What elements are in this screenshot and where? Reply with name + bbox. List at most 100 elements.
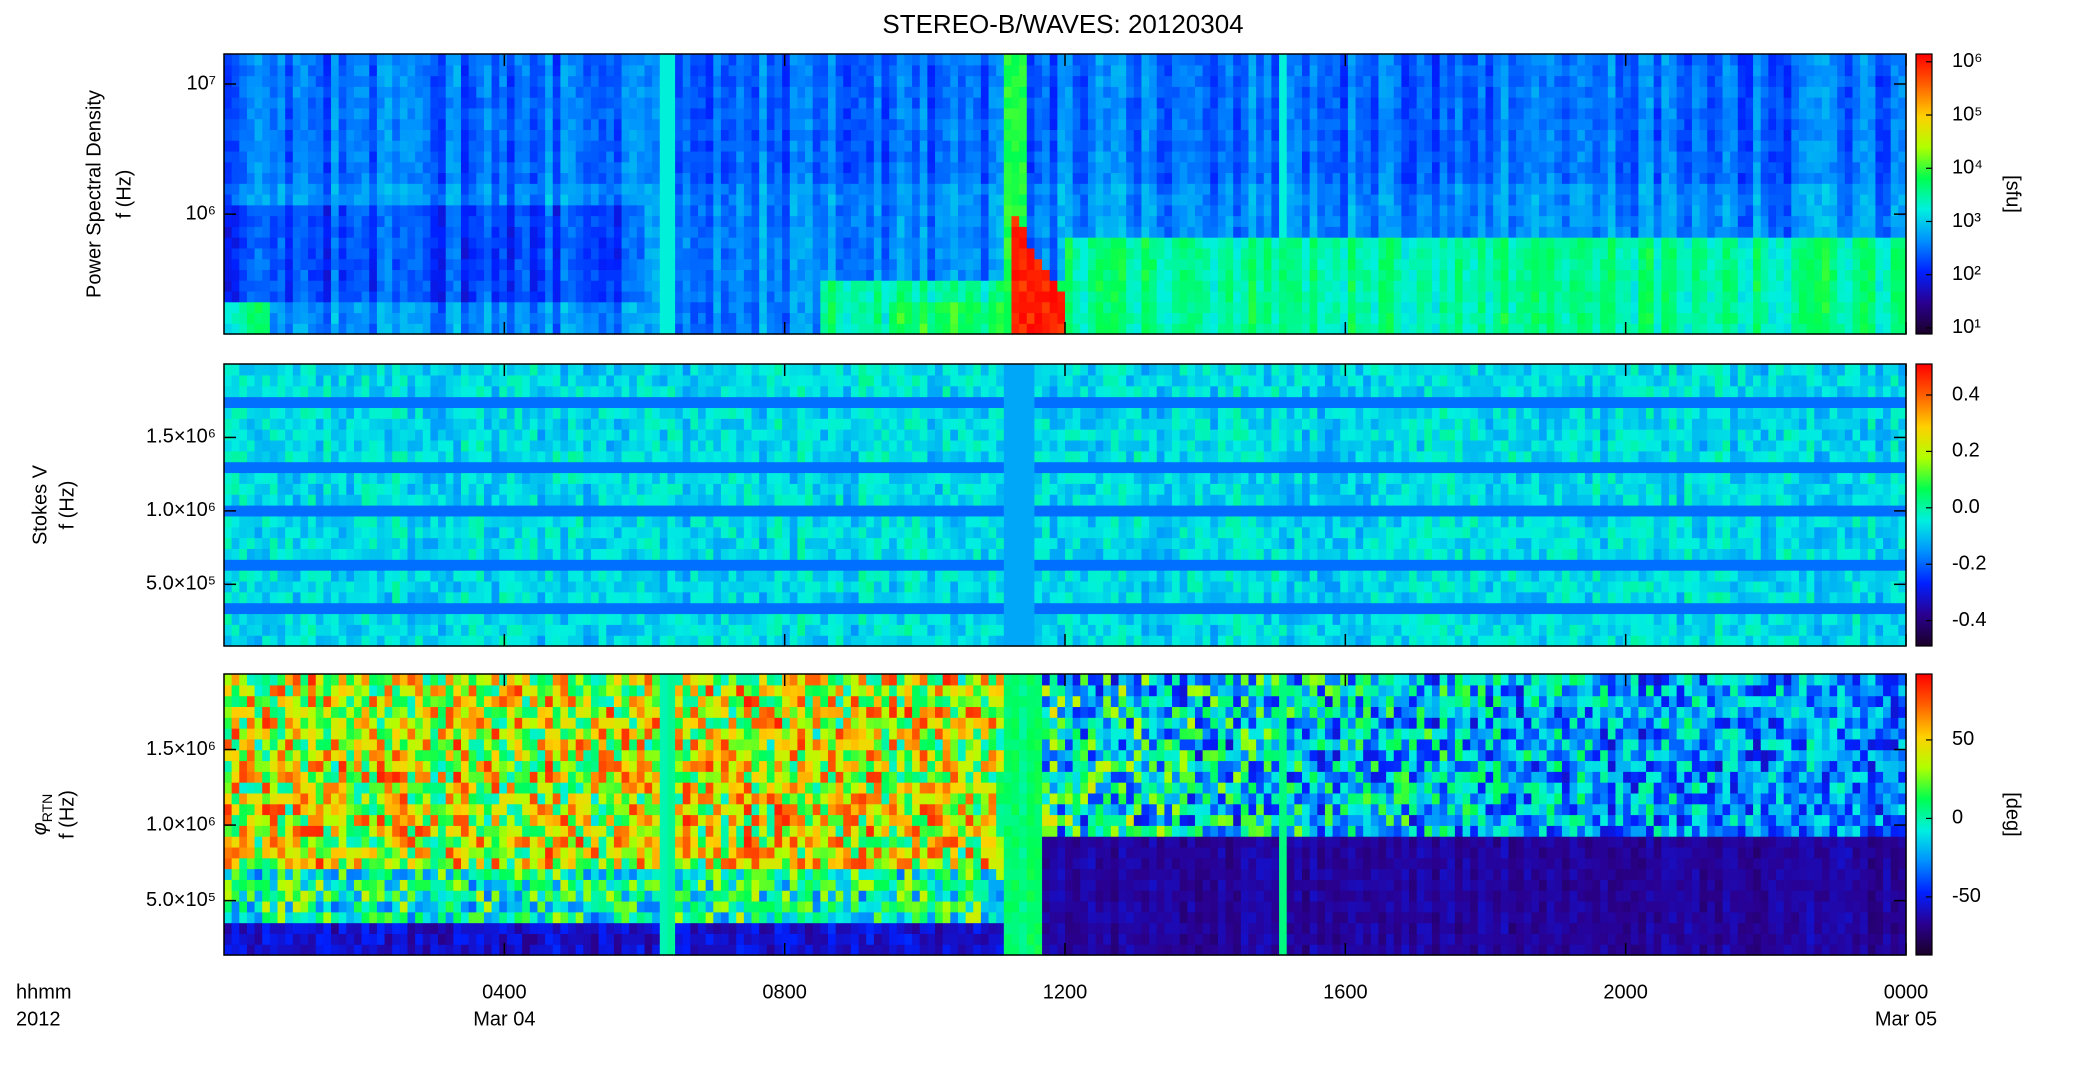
spectrogram-cell bbox=[369, 290, 378, 303]
spectrogram-cell bbox=[415, 301, 424, 314]
spectrogram-cell bbox=[1401, 86, 1410, 98]
spectrogram-cell bbox=[338, 86, 347, 98]
spectrogram-cell bbox=[1133, 150, 1143, 163]
spectrogram-cell bbox=[1003, 215, 1013, 227]
spectrogram-cell bbox=[308, 290, 317, 303]
spectrogram-cell bbox=[529, 280, 539, 292]
spectrogram-cell bbox=[453, 280, 462, 292]
spectrogram-cell bbox=[713, 312, 722, 324]
spectrogram-cell bbox=[797, 86, 806, 98]
spectrogram-cell bbox=[590, 118, 600, 130]
spectrogram-cell bbox=[438, 183, 447, 195]
spectrogram-cell bbox=[820, 172, 829, 184]
spectrogram-cell bbox=[1439, 194, 1448, 206]
spectrogram-cell bbox=[285, 140, 294, 152]
spectrogram-cell bbox=[1416, 247, 1425, 260]
spectrogram-cell bbox=[568, 97, 577, 109]
spectrogram-cell bbox=[690, 86, 699, 98]
spectrogram-cell bbox=[1133, 161, 1143, 174]
spectrogram-cell bbox=[285, 97, 294, 109]
spectrogram-cell bbox=[1676, 280, 1685, 292]
spectrogram-cell bbox=[514, 312, 523, 324]
spectrogram-cell bbox=[1393, 54, 1402, 66]
spectrogram-cell bbox=[1256, 64, 1265, 77]
spectrogram-cell bbox=[973, 269, 982, 281]
spectrogram-cell bbox=[1516, 215, 1525, 227]
spectrogram-cell bbox=[751, 312, 760, 324]
spectrogram-cell bbox=[338, 118, 347, 130]
spectrogram-cell bbox=[942, 183, 951, 195]
spectrogram-cell bbox=[445, 183, 454, 195]
spectrogram-cell bbox=[1607, 183, 1617, 195]
spectrogram-cell bbox=[1179, 140, 1188, 152]
spectrogram-cell bbox=[415, 183, 424, 195]
spectrogram-cell bbox=[896, 75, 906, 87]
spectrogram-cell bbox=[789, 54, 799, 66]
spectrogram-cell bbox=[1026, 161, 1036, 174]
spectrogram-cell bbox=[315, 172, 324, 184]
spectrogram-cell bbox=[1317, 54, 1326, 66]
spectrogram-cell bbox=[950, 161, 959, 174]
spectrogram-cell bbox=[766, 75, 776, 87]
spectrogram-cell bbox=[1210, 140, 1219, 152]
spectrogram-cell bbox=[606, 118, 615, 130]
spectrogram-cell bbox=[453, 107, 462, 120]
spectrogram-cell bbox=[514, 161, 523, 174]
spectrogram-cell bbox=[491, 150, 500, 163]
spectrogram-cell bbox=[1386, 269, 1395, 281]
spectrogram-cell bbox=[1470, 54, 1479, 66]
spectrogram-cell bbox=[315, 226, 324, 238]
spectrogram-cell bbox=[1126, 280, 1135, 292]
spectrogram-cell bbox=[606, 97, 615, 109]
spectrogram-cell bbox=[369, 107, 378, 120]
spectrogram-cell bbox=[919, 237, 928, 249]
spectrogram-cell bbox=[590, 129, 600, 141]
spectrogram-cell bbox=[1462, 312, 1471, 324]
spectrogram-cell bbox=[1057, 204, 1066, 217]
spectrogram-cell bbox=[514, 150, 523, 163]
spectrogram-cell bbox=[246, 54, 256, 66]
spectrogram-cell bbox=[950, 183, 959, 195]
spectrogram-cell bbox=[323, 194, 332, 206]
spectrogram-cell bbox=[1126, 64, 1135, 77]
spectrogram-cell bbox=[927, 194, 936, 206]
spectrogram-cell bbox=[889, 129, 898, 141]
spectrogram-cell bbox=[927, 54, 936, 66]
spectrogram-cell bbox=[942, 140, 951, 152]
spectrogram-cell bbox=[1539, 323, 1548, 335]
spectrogram-cell bbox=[789, 258, 799, 270]
spectrogram-cell bbox=[797, 301, 806, 314]
spectrogram-cell bbox=[782, 226, 791, 238]
spectrogram-cell bbox=[583, 183, 592, 195]
spectrogram-cell bbox=[1034, 280, 1043, 292]
spectrogram-cell bbox=[1011, 161, 1020, 174]
spectrogram-cell bbox=[506, 107, 516, 120]
spectrogram-cell bbox=[1256, 86, 1265, 98]
spectrogram-cell bbox=[1172, 226, 1181, 238]
spectrogram-cell bbox=[636, 64, 646, 77]
spectrogram-cell bbox=[254, 64, 263, 77]
spectrogram-cell bbox=[1638, 204, 1647, 217]
spectrogram-cell bbox=[514, 172, 523, 184]
spectrogram-cell bbox=[1034, 258, 1043, 270]
spectrogram-cell bbox=[529, 258, 539, 270]
spectrogram-cell bbox=[1210, 258, 1219, 270]
spectrogram-cell bbox=[1233, 194, 1242, 206]
spectrogram-cell bbox=[1584, 280, 1594, 292]
spectrogram-cell bbox=[491, 97, 500, 109]
spectrogram-cell bbox=[1516, 323, 1525, 335]
spectrogram-cell bbox=[300, 290, 309, 303]
spectrogram-cell bbox=[1294, 194, 1303, 206]
spectrogram-cell bbox=[1668, 86, 1678, 98]
spectrogram-cell bbox=[1049, 323, 1058, 335]
spectrogram-cell bbox=[384, 172, 393, 184]
spectrogram-cell bbox=[453, 118, 462, 130]
spectrogram-cell bbox=[392, 64, 401, 77]
spectrogram-cell bbox=[254, 129, 263, 141]
spectrogram-cell bbox=[468, 64, 477, 77]
spectrogram-cell bbox=[1011, 150, 1020, 163]
spectrogram-cell bbox=[1332, 280, 1341, 292]
spectrogram-cell bbox=[438, 237, 447, 249]
spectrogram-cell bbox=[568, 129, 577, 141]
spectrogram-cell bbox=[1072, 107, 1081, 120]
